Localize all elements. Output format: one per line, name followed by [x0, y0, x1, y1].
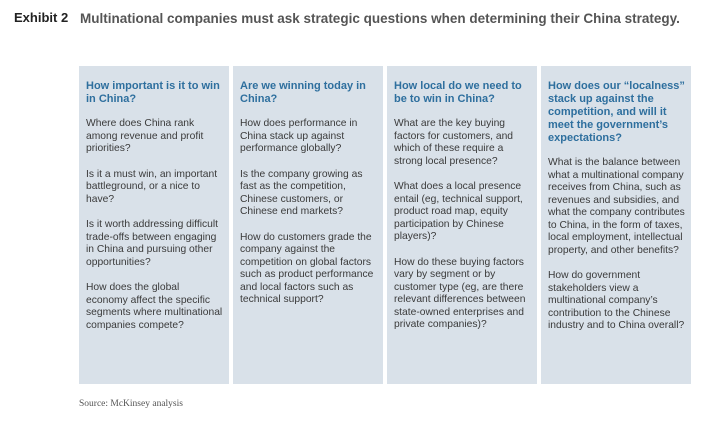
question-columns: How important is it to win in China? Whe… — [79, 66, 691, 384]
column-question: How does performance in China stack up a… — [240, 118, 358, 154]
column-question: What is the balance between what a multi… — [548, 157, 685, 256]
column-heading: Are we winning today in China? — [240, 80, 366, 105]
column-heading: How does our “localness” stack up agains… — [548, 80, 685, 144]
column-question: Is it worth addressing difficult trade-o… — [86, 219, 219, 268]
column-question: How do customers grade the company again… — [240, 231, 374, 306]
column-question: What does a local presence entail (eg, t… — [394, 181, 523, 242]
column-heading: How local do we need to be to win in Chi… — [394, 80, 522, 105]
exhibit-label: Exhibit 2 — [14, 10, 69, 25]
column-question: How does the global economy affect the s… — [86, 282, 223, 331]
column-question: Is it a must win, an important battlegro… — [86, 168, 218, 205]
column-heading: How important is it to win in China? — [86, 80, 220, 105]
column-importance: How important is it to win in China? Whe… — [79, 66, 229, 384]
column-question: Is the company growing as fast as the co… — [240, 168, 363, 218]
column-local: How local do we need to be to win in Chi… — [387, 66, 537, 384]
column-question: How do these buying factors vary by segm… — [394, 256, 526, 331]
source-note: Source: McKinsey analysis — [79, 399, 183, 409]
column-localness: How does our “localness” stack up agains… — [541, 66, 691, 384]
column-winning: Are we winning today in China? How does … — [233, 66, 383, 384]
column-question: Where does China rank among revenue and … — [86, 118, 204, 154]
column-question: What are the key buying factors for cust… — [394, 118, 514, 167]
exhibit-title: Multinational companies must ask strateg… — [80, 11, 680, 26]
column-question: How do government stakeholders view a mu… — [548, 270, 685, 331]
